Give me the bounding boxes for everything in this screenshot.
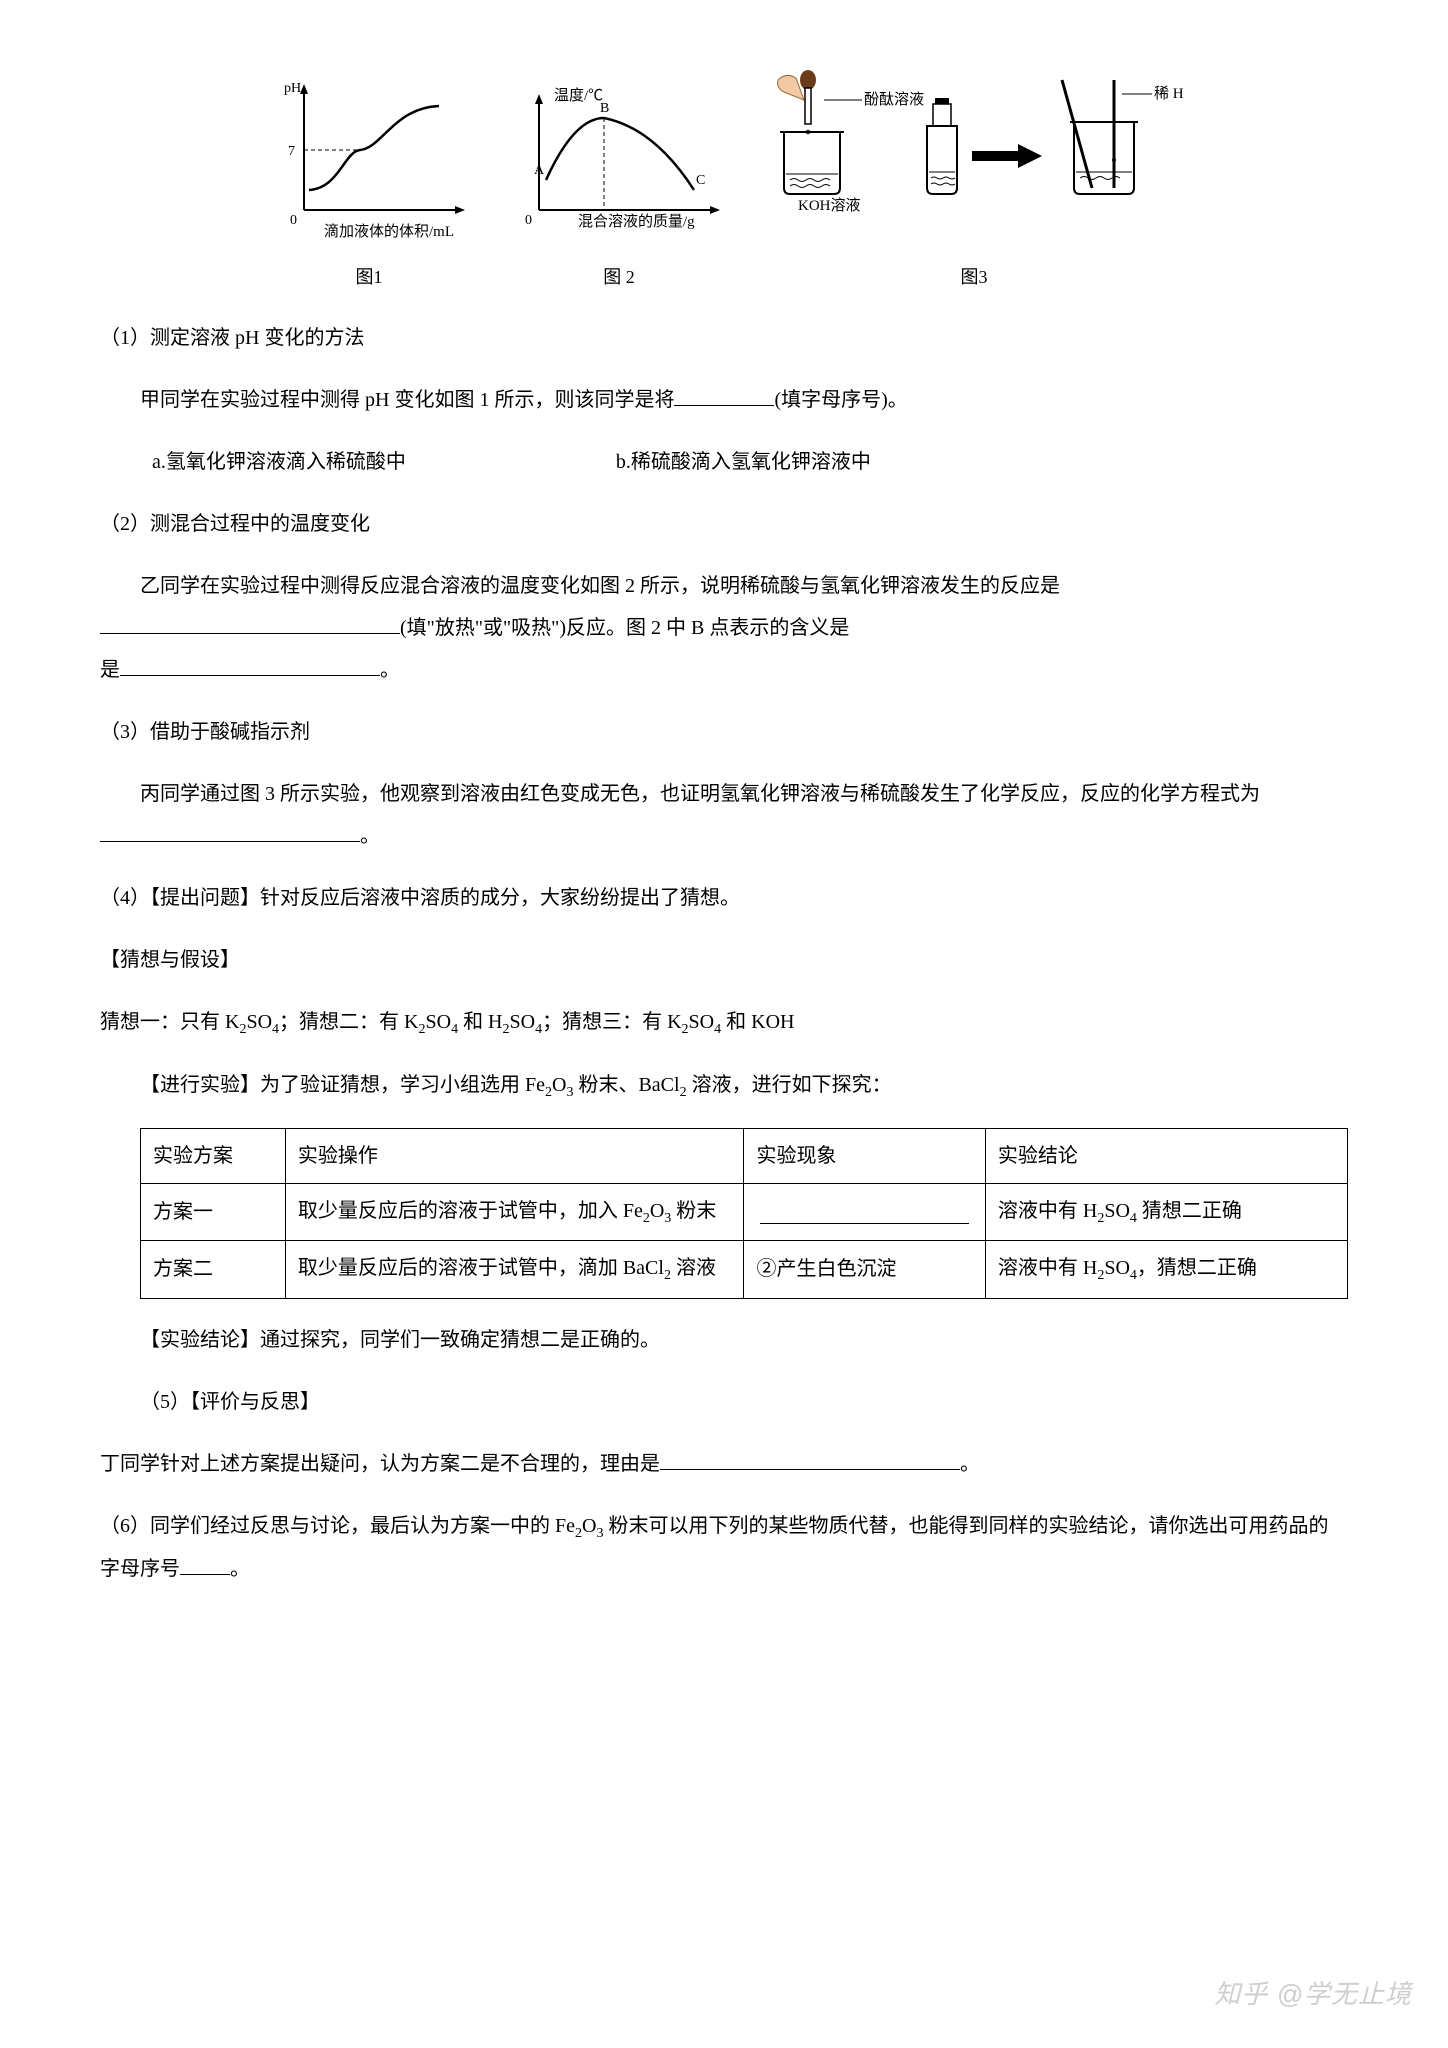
q3-heading: （3）借助于酸碱指示剂	[100, 711, 1348, 753]
q4-hypo-text: 猜想一：只有 K2SO4；猜想二：有 K2SO4 和 H2SO4；猜想三：有 K…	[100, 1001, 1348, 1044]
fig2-caption: 图 2	[504, 259, 734, 297]
svg-text:酚酞溶液: 酚酞溶液	[864, 91, 924, 108]
cell-plan1: 方案一	[141, 1183, 286, 1241]
cell-op1: 取少量反应后的溶液于试管中，加入 Fe2O3 粉末	[285, 1183, 744, 1241]
fig3-svg: KOH溶液 酚酞溶液	[764, 60, 1184, 240]
svg-text:KOH溶液: KOH溶液	[798, 197, 861, 214]
svg-text:B: B	[600, 101, 609, 116]
watermark: 知乎 @学无止境	[1214, 1967, 1412, 2022]
svg-text:7: 7	[288, 144, 295, 159]
q1-option-b: b.稀硫酸滴入氢氧化钾溶液中	[616, 441, 871, 483]
q6-text: （6）同学们经过反思与讨论，最后认为方案一中的 Fe2O3 粉末可以用下列的某些…	[100, 1505, 1348, 1590]
th-plan: 实验方案	[141, 1128, 286, 1183]
cell-op2: 取少量反应后的溶液于试管中，滴加 BaCl2 溶液	[285, 1241, 744, 1299]
q1-text: 甲同学在实验过程中测得 pH 变化如图 1 所示，则该同学是将(填字母序号)。	[100, 379, 1348, 421]
figure-3: KOH溶液 酚酞溶液	[764, 60, 1184, 297]
q5-text: 丁同学针对上述方案提出疑问，认为方案二是不合理的，理由是。	[100, 1443, 1348, 1485]
q4-hypo-title: 【猜想与假设】	[100, 939, 1348, 981]
q3-text: 丙同学通过图 3 所示实验，他观察到溶液由红色变成无色，也证明氢氧化钾溶液与稀硫…	[100, 773, 1348, 857]
table-header-row: 实验方案 实验操作 实验现象 实验结论	[141, 1128, 1348, 1183]
th-op: 实验操作	[285, 1128, 744, 1183]
cell-concl2: 溶液中有 H2SO4，猜想二正确	[985, 1241, 1347, 1299]
table-row: 方案一 取少量反应后的溶液于试管中，加入 Fe2O3 粉末 溶液中有 H2SO4…	[141, 1183, 1348, 1241]
experiment-table: 实验方案 实验操作 实验现象 实验结论 方案一 取少量反应后的溶液于试管中，加入…	[140, 1128, 1348, 1299]
q1-blank[interactable]	[674, 383, 774, 406]
q6-blank[interactable]	[180, 1552, 230, 1575]
fig3-caption: 图3	[764, 259, 1184, 297]
fig1-ylabel: pH	[284, 81, 301, 96]
figure-2: 温度/℃ 0 A B C 混合溶液的质量/g 图 2	[504, 70, 734, 297]
q1-option-a: a.氢氧化钾溶液滴入稀硫酸中	[152, 441, 406, 483]
svg-text:0: 0	[290, 213, 297, 228]
table-row: 方案二 取少量反应后的溶液于试管中，滴加 BaCl2 溶液 ②产生白色沉淀 溶液…	[141, 1241, 1348, 1299]
q2-blank2[interactable]	[120, 653, 380, 676]
fig1-caption: 图1	[264, 259, 474, 297]
figure-1: pH 0 7 滴加液体的体积/mL 图1	[264, 70, 474, 297]
q5-blank[interactable]	[660, 1447, 960, 1470]
q2-blank1[interactable]	[100, 611, 400, 634]
fig2-xlabel: 混合溶液的质量/g	[578, 213, 695, 230]
q4-heading: （4）【提出问题】针对反应后溶液中溶质的成分，大家纷纷提出了猜想。	[100, 877, 1348, 919]
q5-heading: （5）【评价与反思】	[100, 1381, 1348, 1423]
q4-conclusion: 【实验结论】通过探究，同学们一致确定猜想二是正确的。	[100, 1319, 1348, 1361]
fig1-xlabel: 滴加液体的体积/mL	[324, 222, 454, 240]
cell-phenom1[interactable]	[744, 1183, 985, 1241]
q3-blank[interactable]	[100, 819, 360, 842]
cell-plan2: 方案二	[141, 1241, 286, 1299]
q1-heading: （1）测定溶液 pH 变化的方法	[100, 317, 1348, 359]
q1-options: a.氢氧化钾溶液滴入稀硫酸中 b.稀硫酸滴入氢氧化钾溶液中	[152, 441, 1348, 483]
q2-text: 乙同学在实验过程中测得反应混合溶液的温度变化如图 2 所示，说明稀硫酸与氢氧化钾…	[100, 565, 1348, 691]
cell-phenom2: ②产生白色沉淀	[744, 1241, 985, 1299]
cell-concl1: 溶液中有 H2SO4 猜想二正确	[985, 1183, 1347, 1241]
fig2-svg: 温度/℃ 0 A B C 混合溶液的质量/g	[504, 70, 734, 240]
q4-exp-title: 【进行实验】为了验证猜想，学习小组选用 Fe2O3 粉末、BaCl2 溶液，进行…	[100, 1064, 1348, 1107]
svg-text:稀 H2SO4: 稀 H2SO4	[1154, 85, 1184, 105]
svg-text:A: A	[534, 163, 545, 178]
q2-heading: （2）测混合过程中的温度变化	[100, 503, 1348, 545]
fig2-ylabel: 温度/℃	[554, 87, 603, 104]
fig1-svg: pH 0 7 滴加液体的体积/mL	[264, 70, 474, 240]
th-phenom: 实验现象	[744, 1128, 985, 1183]
svg-text:0: 0	[525, 213, 532, 228]
svg-text:C: C	[696, 173, 705, 188]
figures-row: pH 0 7 滴加液体的体积/mL 图1 温度/℃ 0 A B C 混合溶液	[100, 60, 1348, 297]
th-concl: 实验结论	[985, 1128, 1347, 1183]
